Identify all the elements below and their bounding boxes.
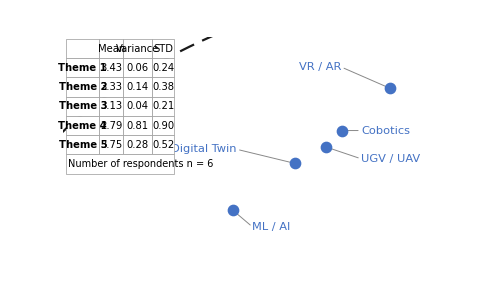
Point <box>322 145 330 149</box>
Point <box>291 161 299 166</box>
Bar <box>66 97 100 116</box>
Text: Theme 2: Theme 2 <box>58 82 107 92</box>
Bar <box>66 58 100 77</box>
Text: VR / AR: VR / AR <box>299 62 342 72</box>
Text: 3.43: 3.43 <box>100 63 122 73</box>
Bar <box>100 39 124 58</box>
Point <box>229 208 237 213</box>
Text: Theme 5: Theme 5 <box>58 140 107 150</box>
Text: 0.24: 0.24 <box>152 63 174 73</box>
Bar <box>124 116 152 135</box>
Point <box>386 86 394 91</box>
Bar <box>66 77 100 97</box>
Text: Mean: Mean <box>98 44 125 54</box>
Text: Variance: Variance <box>116 44 160 54</box>
Bar <box>124 77 152 97</box>
Bar <box>152 58 174 77</box>
Text: ML / AI: ML / AI <box>252 222 291 232</box>
Text: STD: STD <box>153 44 173 54</box>
Text: 3.75: 3.75 <box>100 140 122 150</box>
Text: 3.33: 3.33 <box>100 82 122 92</box>
Bar <box>66 135 100 155</box>
Text: 0.14: 0.14 <box>127 82 149 92</box>
Text: UGV / UAV: UGV / UAV <box>361 154 420 164</box>
Bar <box>152 39 174 58</box>
Text: Theme 3: Theme 3 <box>58 101 107 111</box>
Text: Digital Twin: Digital Twin <box>172 144 237 154</box>
Text: 0.06: 0.06 <box>127 63 149 73</box>
Bar <box>152 135 174 155</box>
Bar <box>100 135 124 155</box>
Bar <box>124 97 152 116</box>
Bar <box>152 116 174 135</box>
Text: 0.28: 0.28 <box>127 140 149 150</box>
Bar <box>66 155 174 174</box>
Text: 3.13: 3.13 <box>100 101 122 111</box>
Text: 0.81: 0.81 <box>127 120 149 131</box>
Point <box>338 128 345 133</box>
Bar <box>124 135 152 155</box>
Text: Number of respondents n = 6: Number of respondents n = 6 <box>68 159 214 169</box>
Text: 0.90: 0.90 <box>152 120 174 131</box>
Text: Cobotics: Cobotics <box>361 126 410 135</box>
Bar <box>124 39 152 58</box>
Bar <box>66 39 100 58</box>
Bar <box>124 58 152 77</box>
Text: 2.79: 2.79 <box>100 120 122 131</box>
Bar <box>66 116 100 135</box>
Bar <box>152 77 174 97</box>
Bar <box>100 116 124 135</box>
Text: 0.38: 0.38 <box>152 82 174 92</box>
Text: 0.04: 0.04 <box>127 101 149 111</box>
Bar <box>100 77 124 97</box>
Text: Theme 1: Theme 1 <box>58 63 107 73</box>
Text: Theme 4: Theme 4 <box>58 120 107 131</box>
Text: 0.52: 0.52 <box>152 140 174 150</box>
Bar <box>100 97 124 116</box>
Bar <box>152 97 174 116</box>
Text: 0.21: 0.21 <box>152 101 174 111</box>
Bar <box>100 58 124 77</box>
